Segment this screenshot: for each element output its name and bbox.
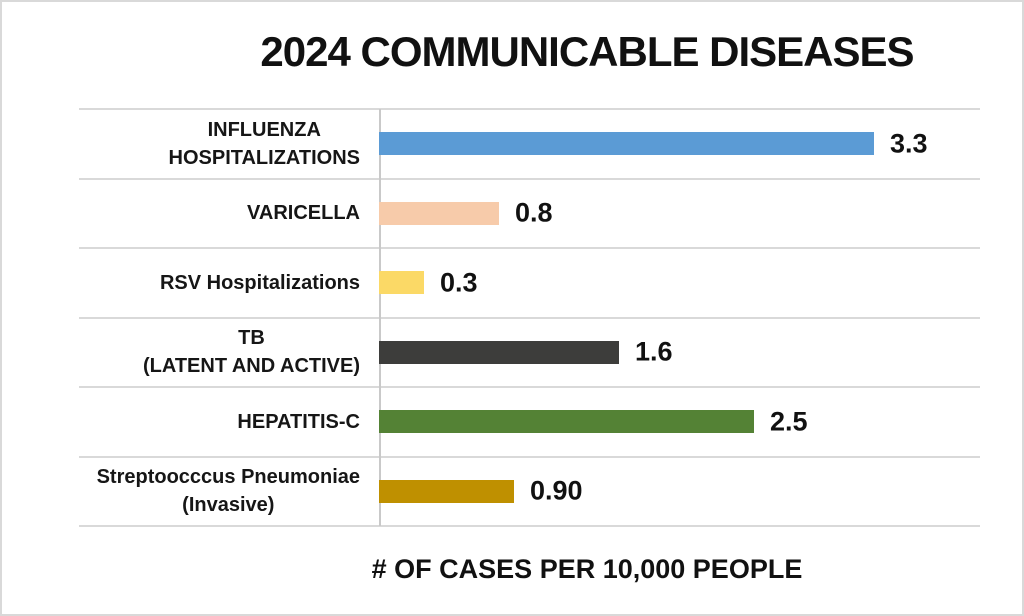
horizontal-gridline: [79, 177, 980, 180]
value-label: 0.90: [530, 475, 583, 506]
x-axis-label: # OF CASES PER 10,000 PEOPLE: [371, 554, 803, 584]
bar: [379, 340, 619, 364]
category-label: RSV Hospitalizations: [159, 271, 360, 294]
horizontal-gridline: [79, 316, 980, 319]
value-label: 0.3: [440, 267, 478, 298]
horizontal-gridline: [79, 455, 980, 458]
category-label: Streptoocccus Pneumoniae (Invasive): [96, 466, 360, 517]
value-label: 1.6: [635, 336, 673, 367]
category-label: HEPATITIS-C: [237, 410, 360, 433]
bar: [379, 479, 514, 503]
value-label: 0.8: [515, 197, 553, 228]
chart-title: 2024 COMMUNICABLE DISEASES: [260, 28, 914, 75]
category-axis-line: [379, 109, 381, 526]
horizontal-gridline: [79, 108, 980, 110]
category-label: VARICELLA: [247, 202, 360, 225]
bar: [379, 201, 499, 225]
bar: [379, 132, 874, 156]
category-label: INFLUENZA HOSPITALIZATIONS: [168, 118, 360, 169]
value-label: 3.3: [890, 128, 928, 159]
horizontal-gridline: [79, 247, 980, 249]
horizontal-gridline: [79, 525, 980, 527]
value-label: 2.5: [770, 406, 808, 437]
bar: [379, 271, 424, 295]
horizontal-gridline: [79, 386, 980, 388]
category-label: TB (LATENT AND ACTIVE): [142, 327, 360, 378]
bar: [379, 410, 754, 434]
